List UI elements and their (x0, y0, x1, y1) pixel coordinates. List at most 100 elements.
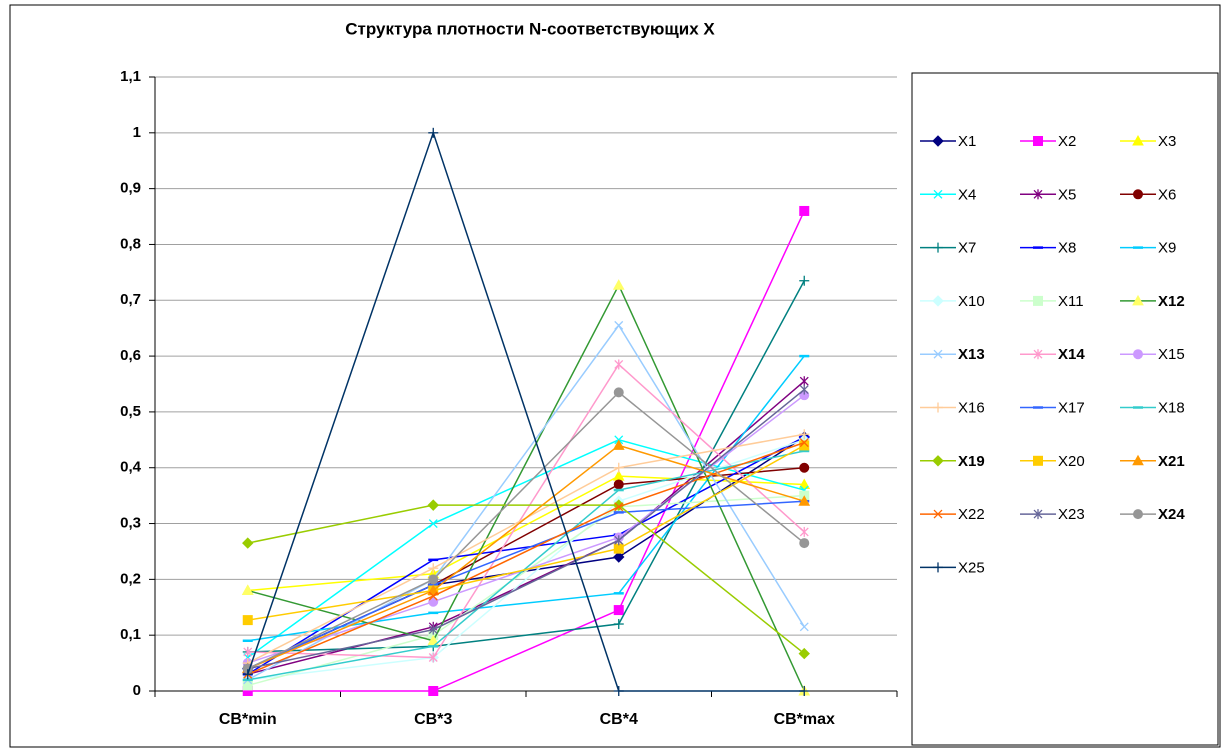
y-tick-label: 0 (133, 682, 141, 699)
legend-label: X16 (958, 399, 985, 416)
legend-box (911, 72, 1219, 746)
marker (1133, 349, 1143, 360)
series-line (247, 363, 805, 659)
legend-label: X18 (1158, 399, 1185, 416)
legend-label: X4 (958, 186, 976, 203)
legend-label: X17 (1058, 399, 1085, 416)
legend-label: X12 (1158, 293, 1185, 310)
marker (613, 619, 624, 630)
legend-label: X6 (1158, 186, 1176, 203)
marker (1033, 455, 1043, 466)
y-tick-label: 0,9 (120, 180, 141, 197)
marker (428, 624, 438, 635)
marker-stroke (933, 349, 943, 359)
marker (614, 535, 624, 546)
marker-stroke (933, 189, 943, 199)
marker (933, 509, 943, 519)
legend-label: X9 (1158, 240, 1176, 257)
series-line (247, 441, 805, 675)
marker (612, 279, 625, 290)
marker (243, 646, 253, 657)
y-tick-label: 0,5 (120, 403, 141, 420)
marker (1033, 189, 1043, 200)
marker (799, 384, 809, 395)
series-line (247, 380, 805, 675)
y-tick-label: 0,1 (120, 626, 141, 643)
marker (613, 686, 624, 696)
marker-stroke (428, 519, 438, 529)
marker (933, 402, 943, 413)
marker (613, 543, 624, 554)
marker (1033, 136, 1043, 146)
marker (799, 429, 810, 440)
marker (428, 686, 439, 696)
legend-label: X22 (958, 506, 985, 523)
marker-stroke (933, 509, 943, 519)
marker (799, 376, 809, 387)
marker (613, 462, 624, 473)
series-line (247, 504, 805, 655)
marker (799, 462, 810, 473)
series-line (247, 388, 805, 670)
marker (428, 563, 439, 574)
marker (614, 320, 624, 330)
marker (933, 349, 943, 359)
legend-label: X7 (958, 240, 976, 257)
legend-label: X10 (958, 293, 985, 310)
marker (932, 135, 944, 147)
marker (1132, 294, 1144, 306)
marker (933, 242, 943, 253)
marker (428, 652, 438, 663)
legend-label: X20 (1058, 453, 1085, 470)
y-tick-label: 0,2 (120, 570, 141, 587)
x-tick-label: CB*max (774, 711, 835, 728)
marker (799, 538, 810, 549)
marker-stroke (428, 591, 438, 601)
series-line (247, 450, 805, 681)
marker (241, 584, 254, 596)
legend-label: X19 (958, 453, 985, 470)
marker-stroke (799, 438, 809, 448)
marker (613, 605, 624, 616)
series-line (247, 444, 805, 621)
y-tick-label: 1 (133, 124, 141, 141)
marker-stroke (614, 320, 624, 330)
marker (428, 591, 438, 601)
legend-label: X14 (1058, 346, 1085, 363)
marker (799, 205, 810, 216)
series-line (247, 494, 805, 687)
x-tick-label: CB*3 (414, 711, 452, 728)
marker (799, 438, 809, 448)
marker (428, 519, 438, 529)
y-tick-label: 1,1 (120, 68, 141, 85)
legend-label: X23 (1058, 506, 1085, 523)
y-tick-label: 0,4 (120, 459, 142, 476)
marker (428, 574, 439, 585)
marker (613, 551, 625, 563)
series-line (247, 391, 805, 670)
marker (428, 127, 439, 138)
y-tick-label: 0,8 (120, 235, 141, 252)
marker (799, 622, 809, 632)
series-line (247, 210, 805, 692)
marker (242, 669, 253, 680)
x-tick-label: CB*min (219, 711, 277, 728)
marker (614, 359, 624, 370)
marker (1133, 509, 1143, 520)
x-tick-label: CB*4 (600, 711, 638, 728)
legend-label: X11 (1058, 293, 1084, 310)
legend-label: X24 (1158, 506, 1185, 523)
marker-stroke (614, 502, 624, 512)
marker (799, 440, 810, 451)
legend-label: X15 (1158, 346, 1185, 363)
marker (932, 455, 944, 467)
marker (799, 686, 810, 696)
marker (1033, 349, 1043, 360)
marker-stroke (799, 622, 809, 632)
marker (242, 615, 253, 626)
series-line (247, 130, 805, 692)
marker (798, 478, 811, 489)
marker (1133, 189, 1143, 200)
series-line (247, 444, 805, 670)
